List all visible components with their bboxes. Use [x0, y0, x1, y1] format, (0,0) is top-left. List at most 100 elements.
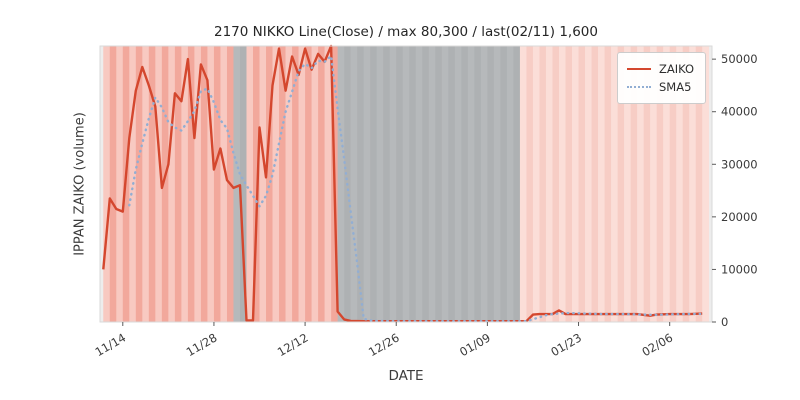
- background-band: [493, 46, 501, 322]
- background-band: [467, 46, 475, 322]
- background-band: [207, 46, 215, 322]
- background-band: [239, 46, 247, 322]
- background-band: [611, 46, 618, 322]
- background-band: [402, 46, 410, 322]
- background-band: [532, 46, 540, 322]
- background-band: [174, 46, 182, 322]
- y-tick-label: 10000: [721, 262, 758, 276]
- background-band: [220, 46, 228, 322]
- background-band: [305, 46, 312, 322]
- background-band: [435, 46, 443, 322]
- background-band: [676, 46, 684, 322]
- background-band: [624, 46, 631, 322]
- background-band: [637, 46, 644, 322]
- background-band: [487, 46, 495, 322]
- background-band: [396, 46, 404, 322]
- background-band: [266, 46, 273, 322]
- background-band: [161, 46, 169, 322]
- background-band: [246, 46, 254, 322]
- legend-item-sma5: SMA5: [627, 78, 696, 96]
- background-band: [409, 46, 417, 322]
- background-band: [448, 46, 456, 322]
- sma5-line-sample-icon: [627, 86, 651, 88]
- y-axis-label: IPPAN ZAIKO (volume): [72, 112, 88, 256]
- background-band: [389, 46, 397, 322]
- legend-label-zaiko: ZAIKO: [659, 62, 695, 76]
- background-band: [318, 46, 325, 322]
- background-band: [135, 46, 143, 322]
- background-band: [428, 46, 436, 322]
- background-band: [643, 46, 651, 322]
- background-band: [702, 46, 710, 322]
- background-band: [585, 46, 592, 322]
- legend: ZAIKO SMA5: [617, 52, 706, 104]
- background-band: [526, 46, 534, 322]
- background-band: [604, 46, 612, 322]
- background-band: [103, 46, 111, 322]
- x-axis-label: DATE: [388, 368, 424, 384]
- background-band: [415, 46, 423, 322]
- background-band: [168, 46, 176, 322]
- background-band: [519, 46, 527, 322]
- background-band: [285, 46, 293, 322]
- x-tick-label: 01/23: [548, 330, 584, 359]
- background-band: [682, 46, 690, 322]
- x-tick-label: 12/12: [275, 330, 311, 359]
- background-band: [552, 46, 560, 322]
- background-band: [350, 46, 358, 322]
- background-band: [272, 46, 280, 322]
- background-band: [689, 46, 697, 322]
- background-band: [213, 46, 221, 322]
- y-tick-label: 50000: [721, 52, 758, 66]
- background-band: [461, 46, 469, 322]
- background-band: [279, 46, 286, 322]
- background-band: [572, 46, 579, 322]
- background-band: [383, 46, 391, 322]
- background-band: [578, 46, 586, 322]
- background-band: [598, 46, 605, 322]
- background-band: [441, 46, 449, 322]
- background-band: [480, 46, 488, 322]
- zaiko-line-sample-icon: [627, 68, 651, 70]
- x-tick-label: 11/14: [93, 330, 129, 359]
- background-band: [233, 46, 241, 322]
- background-band: [650, 46, 657, 322]
- background-band: [311, 46, 319, 322]
- background-band: [370, 46, 378, 322]
- background-band: [474, 46, 482, 322]
- background-band: [617, 46, 625, 322]
- plot-frame: [99, 45, 713, 323]
- background-band: [200, 46, 208, 322]
- background-band: [506, 46, 514, 322]
- background-band: [539, 46, 547, 322]
- background-band: [630, 46, 638, 322]
- background-band: [565, 46, 573, 322]
- x-tick-label: 02/06: [639, 330, 675, 359]
- x-tick-label: 01/09: [457, 330, 493, 359]
- background-band: [545, 46, 553, 322]
- background-band: [500, 46, 508, 322]
- background-band: [695, 46, 703, 322]
- background-band: [454, 46, 462, 322]
- background-band: [656, 46, 664, 322]
- y-tick-label: 0: [721, 315, 728, 329]
- y-tick-label: 20000: [721, 210, 758, 224]
- legend-label-sma5: SMA5: [659, 80, 692, 94]
- background-band: [337, 46, 345, 322]
- background-band: [669, 46, 677, 322]
- series-line-sma5: [128, 54, 704, 323]
- legend-item-zaiko: ZAIKO: [627, 60, 696, 78]
- background-band: [422, 46, 430, 322]
- background-band: [292, 46, 299, 322]
- background-band: [298, 46, 306, 322]
- background-band: [181, 46, 189, 322]
- background-band: [559, 46, 566, 322]
- background-band: [148, 46, 156, 322]
- y-tick-label: 30000: [721, 157, 758, 171]
- chart-title: 2170 NIKKO Line(Close) / max 80,300 / la…: [214, 24, 598, 40]
- background-band: [324, 46, 332, 322]
- x-tick-label: 12/26: [366, 330, 402, 359]
- background-band: [142, 46, 150, 322]
